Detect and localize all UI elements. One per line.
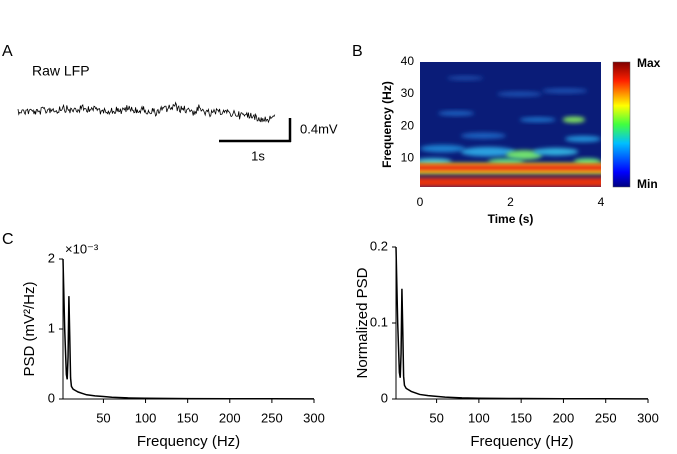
- x-tick-label: 150: [177, 410, 199, 425]
- heatmap-blob: [438, 110, 475, 116]
- x-axis-label: Frequency (Hz): [137, 433, 240, 450]
- y-tick-label: 20: [401, 118, 415, 132]
- x-tick-label: 150: [510, 410, 532, 425]
- panel-label: A: [2, 43, 13, 60]
- heatmap-blob: [562, 116, 586, 123]
- heatmap-blob: [420, 144, 466, 153]
- y-tick-label: 0: [48, 390, 55, 405]
- trace-title: Raw LFP: [32, 63, 90, 79]
- y-tick-label: 0.1: [370, 314, 388, 329]
- y-axis-label: Normalized PSD: [354, 267, 371, 378]
- x-tick-label: 300: [303, 410, 325, 425]
- colorbar-label: Max: [637, 56, 661, 70]
- lfp-trace: [17, 101, 276, 124]
- scale-label: 0.4mV: [300, 121, 338, 136]
- x-axis-label: Frequency (Hz): [470, 433, 573, 450]
- y-tick-label: 1: [48, 320, 55, 335]
- psd-line: [62, 258, 315, 400]
- panel-label: B: [352, 43, 363, 60]
- axis-multiplier: ×10⁻³: [65, 241, 99, 256]
- x-tick-label: 50: [429, 410, 443, 425]
- y-axis-label: Frequency (Hz): [380, 81, 394, 168]
- y-tick-label: 30: [401, 86, 415, 100]
- heatmap-band: [420, 177, 601, 187]
- x-tick-label: 0: [417, 195, 424, 209]
- heatmap-blob: [533, 147, 579, 156]
- y-tick-label: 2: [48, 250, 55, 265]
- heatmap-blob: [496, 91, 543, 97]
- x-tick-label: 100: [135, 410, 157, 425]
- panel-label: C: [2, 231, 14, 248]
- x-tick-label: 100: [468, 410, 490, 425]
- heatmap-blob: [420, 158, 452, 165]
- heatmap-blob: [542, 88, 588, 94]
- x-axis-label: Time (s): [488, 212, 534, 226]
- heatmap-band: [420, 165, 601, 171]
- colorbar-label: Min: [637, 177, 658, 191]
- x-tick-label: 200: [219, 410, 241, 425]
- y-axis-label: PSD (mV²/Hz): [21, 282, 38, 377]
- scale-label: 1s: [251, 148, 265, 163]
- heatmap-blob: [447, 75, 484, 81]
- psd-line: [395, 246, 649, 400]
- y-tick-label: 40: [401, 54, 415, 68]
- x-tick-label: 50: [96, 410, 110, 425]
- x-tick-label: 4: [598, 195, 605, 209]
- y-tick-label: 0: [381, 390, 388, 405]
- x-tick-label: 2: [507, 195, 514, 209]
- heatmap-blob: [460, 132, 506, 139]
- heatmap-blob: [564, 135, 601, 143]
- heatmap-blob: [519, 117, 556, 123]
- colorbar: [612, 61, 631, 188]
- heatmap: [420, 62, 601, 187]
- heatmap-blob: [505, 150, 543, 160]
- x-tick-label: 300: [637, 410, 659, 425]
- heatmap-blob: [460, 146, 516, 157]
- x-tick-label: 250: [261, 410, 283, 425]
- y-tick-label: 0.2: [370, 238, 388, 253]
- x-tick-label: 200: [553, 410, 575, 425]
- y-tick-label: 10: [401, 150, 415, 164]
- x-tick-label: 250: [595, 410, 617, 425]
